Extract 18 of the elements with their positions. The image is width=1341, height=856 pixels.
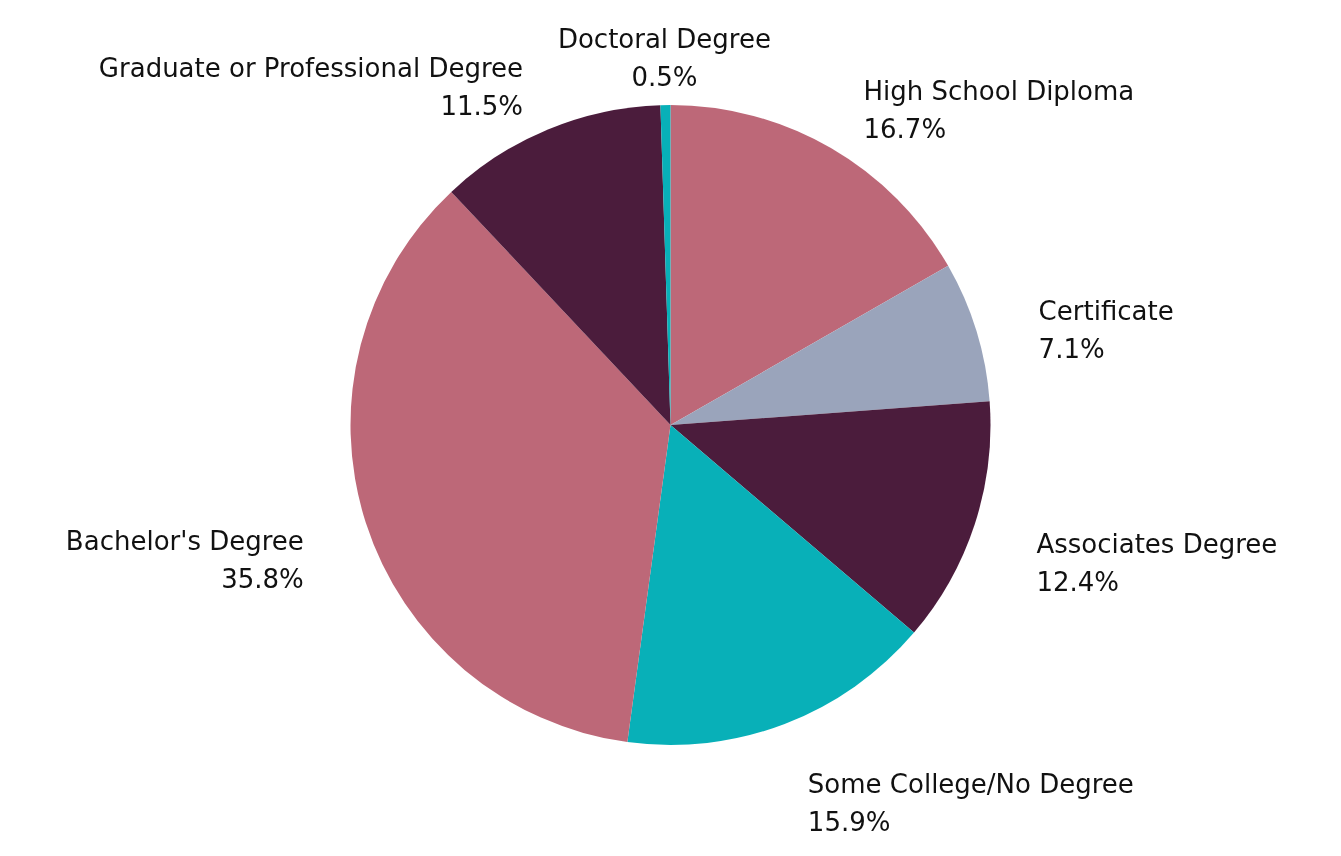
slice-label: Bachelor's Degree [65, 526, 304, 557]
data-label: 0.5% [631, 62, 698, 93]
data-label: 11.5% [440, 91, 524, 122]
data-label: 35.8% [221, 564, 304, 595]
slice-label: Associates Degree [1036, 528, 1278, 559]
slice-label: Graduate or Professional Degree [98, 53, 524, 84]
pie-slice [670, 105, 949, 425]
slice-label: High School Diploma [863, 75, 1135, 106]
data-label: 12.4% [1036, 566, 1120, 597]
pie-slice [670, 401, 990, 633]
data-label: 7.1% [1038, 334, 1105, 365]
data-label: 15.9% [807, 806, 891, 837]
slice-label: Doctoral Degree [557, 24, 771, 55]
slice-label: Some College/No Degree [807, 768, 1134, 799]
pie-slice [351, 191, 671, 743]
pie-slice [670, 265, 990, 425]
data-label: 16.7% [863, 113, 947, 144]
slice-label: Certificate [1038, 296, 1174, 327]
